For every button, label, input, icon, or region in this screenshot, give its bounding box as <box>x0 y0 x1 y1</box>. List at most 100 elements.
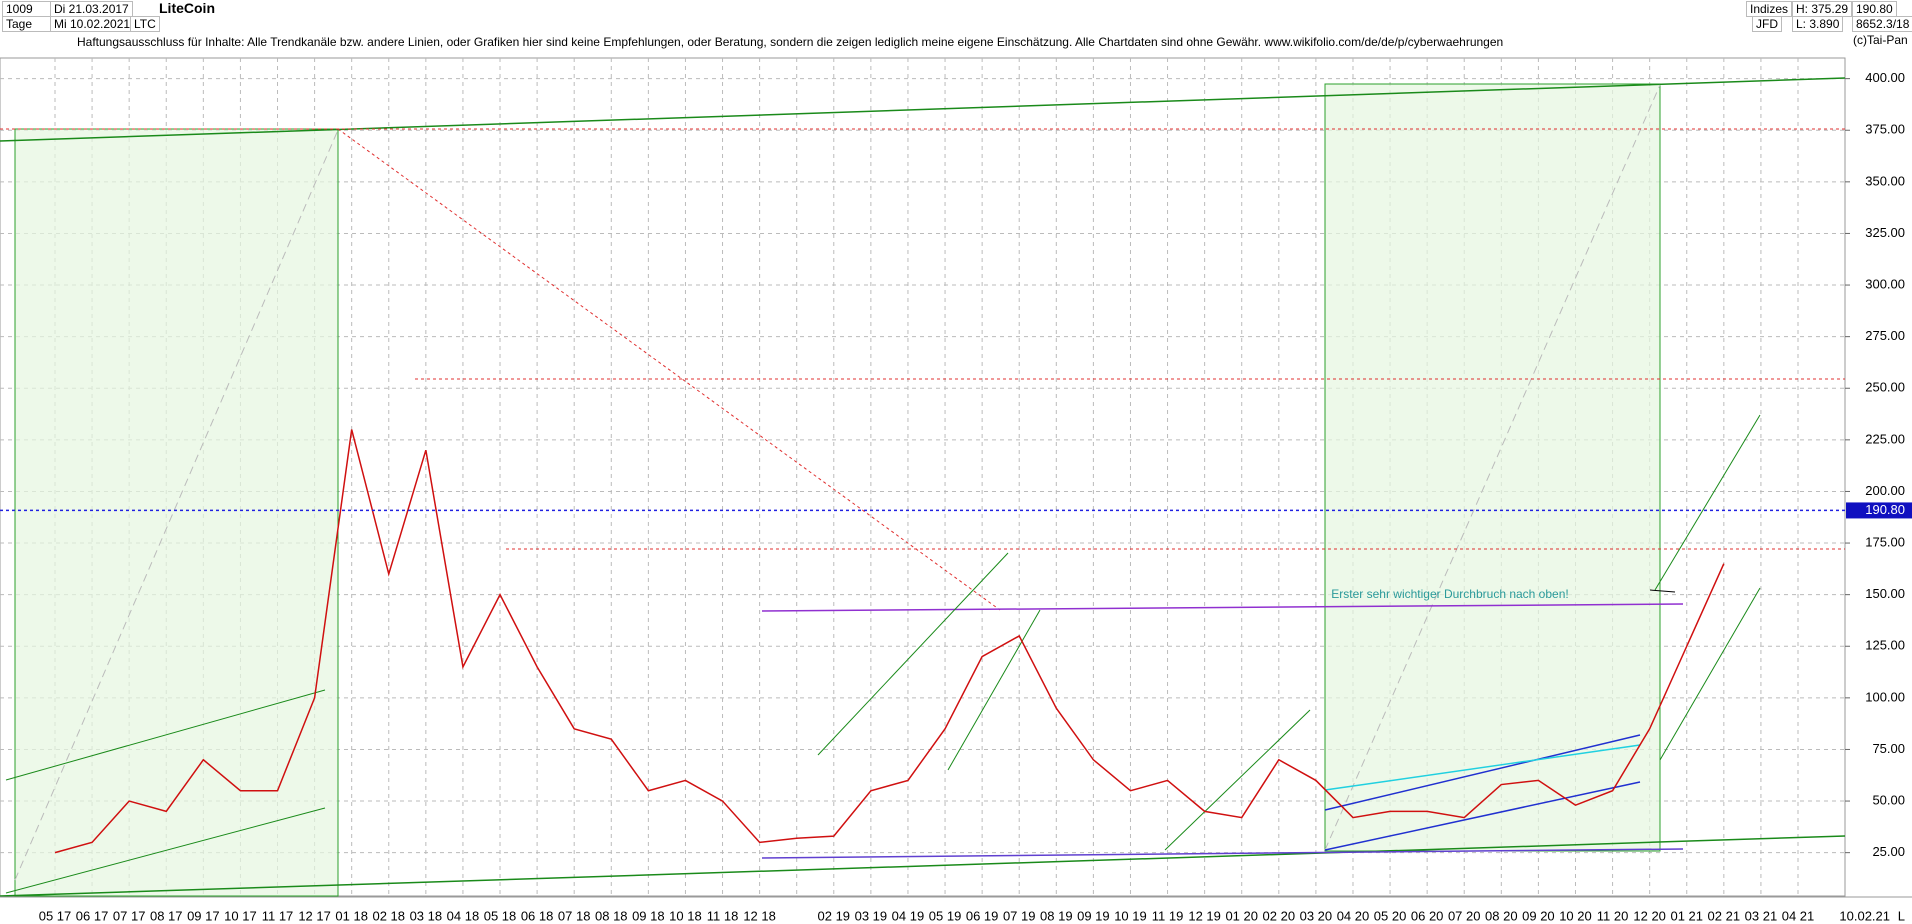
last-price-box <box>1846 502 1912 519</box>
y-tick-label: 400.00 <box>1865 70 1905 85</box>
x-tick-label: 10 17 <box>224 908 257 923</box>
x-tick-label: 06 19 <box>966 908 999 923</box>
disclaimer: Haftungsausschluss für Inhalte: Alle Tre… <box>74 35 1507 49</box>
x-tick-label: 08 20 <box>1485 908 1518 923</box>
price-line <box>54 429 1725 854</box>
x-tick-label: 03 21 <box>1745 908 1778 923</box>
y-tick-label: 125.00 <box>1865 638 1905 653</box>
symbol: LTC <box>130 16 160 32</box>
y-tick-label: 175.00 <box>1865 534 1905 549</box>
diagonal <box>1324 84 1661 851</box>
copyright: (c)Tai-Pan <box>1850 33 1911 47</box>
trendline <box>1324 734 1641 811</box>
y-tick-label: 225.00 <box>1865 431 1905 446</box>
y-tick-label: 200.00 <box>1865 483 1905 498</box>
x-tick-label: 08 19 <box>1040 908 1073 923</box>
trendline <box>1324 744 1641 791</box>
y-tick-label: 375.00 <box>1865 122 1905 137</box>
period[interactable]: Tage <box>2 16 52 32</box>
x-tick-label: 05 19 <box>929 908 962 923</box>
x-tick-label: 12 20 <box>1633 908 1666 923</box>
y-tick-label: 300.00 <box>1865 276 1905 291</box>
arrow <box>1649 589 1676 593</box>
y-tick-label: 100.00 <box>1865 689 1905 704</box>
last: 190.80 <box>1852 1 1897 17</box>
x-tick-label: 09 17 <box>187 908 220 923</box>
y-tick-label: 50.00 <box>1872 792 1905 807</box>
y-tick-label: 25.00 <box>1872 844 1905 859</box>
x-tick-label: 01 18 <box>335 908 368 923</box>
low: L: 3.890 <box>1792 16 1844 32</box>
x-tick-label: 07 19 <box>1003 908 1036 923</box>
trendline <box>1164 709 1311 851</box>
x-tick-label: 02 19 <box>818 908 851 923</box>
x-tick-label: 11 19 <box>1152 908 1184 923</box>
x-tick-label: 08 18 <box>595 908 628 923</box>
end-date: Mi 10.02.2021 <box>50 16 135 32</box>
x-tick-label: 04 19 <box>892 908 925 923</box>
x-tick-label: 11 18 <box>707 908 739 923</box>
y-tick-label: 275.00 <box>1865 328 1905 343</box>
instrument-name: LiteCoin <box>156 1 218 15</box>
y-tick-label: 350.00 <box>1865 173 1905 188</box>
x-tick-label: 03 19 <box>855 908 888 923</box>
x-tick-label: 12 18 <box>743 908 776 923</box>
trendline <box>817 552 1009 756</box>
high: H: 375.29 <box>1792 1 1853 17</box>
trendline <box>947 609 1041 771</box>
market: Indizes <box>1746 1 1793 17</box>
x-tick-label: 06 17 <box>76 908 109 923</box>
trendline <box>5 807 326 894</box>
x-tick-label: 05 18 <box>484 908 517 923</box>
x-tick-label: 09 19 <box>1077 908 1110 923</box>
x-tick-label: 12 19 <box>1188 908 1221 923</box>
trendline <box>337 128 1001 611</box>
count[interactable]: 1009 <box>2 1 52 17</box>
x-tick-label: 04 20 <box>1337 908 1370 923</box>
x-tick-label: 06 18 <box>521 908 554 923</box>
y-tick-label: 250.00 <box>1865 380 1905 395</box>
start-date: Di 21.03.2017 <box>50 1 133 17</box>
volume: 8652.3/18 <box>1852 16 1912 32</box>
x-tick-label: 05 17 <box>39 908 72 923</box>
x-tick-label: 08 17 <box>150 908 183 923</box>
trendline <box>5 689 326 781</box>
x-tick-label: 07 20 <box>1448 908 1481 923</box>
x-tick-label: 03 20 <box>1300 908 1333 923</box>
x-tick-label: 06 20 <box>1411 908 1444 923</box>
x-tick-label: 09 18 <box>632 908 665 923</box>
x-tick-label: 09 20 <box>1522 908 1555 923</box>
y-tick-label: 75.00 <box>1872 741 1905 756</box>
x-tick-label: 11 20 <box>1597 908 1629 923</box>
trendline <box>761 603 1684 612</box>
x-tick-label: 10 19 <box>1114 908 1147 923</box>
y-tick-label: 150.00 <box>1865 586 1905 601</box>
trendline <box>761 848 1684 859</box>
x-tick-label: 02 18 <box>372 908 405 923</box>
bottom-scale: L <box>1898 908 1905 923</box>
last-price-label: 190.80 <box>1865 502 1905 517</box>
x-tick-label: 05 20 <box>1374 908 1407 923</box>
trendline <box>1324 781 1641 851</box>
x-tick-label: 02 21 <box>1708 908 1741 923</box>
series-layer <box>54 429 1725 854</box>
y-tick-label: 325.00 <box>1865 225 1905 240</box>
x-tick-label: 10 18 <box>669 908 702 923</box>
drawings <box>0 77 1846 897</box>
x-tick-label: 04 18 <box>447 908 480 923</box>
x-tick-label: 12 17 <box>298 908 331 923</box>
trendline <box>0 77 1846 142</box>
trendline <box>1659 587 1761 761</box>
diagonal <box>14 129 339 881</box>
x-tick-label: 04 21 <box>1782 908 1815 923</box>
trendline <box>0 835 1846 897</box>
trendline <box>1654 414 1761 591</box>
x-tick-label: 07 18 <box>558 908 591 923</box>
x-tick-label: 01 20 <box>1225 908 1258 923</box>
x-tick-label: 07 17 <box>113 908 146 923</box>
fib-box <box>14 128 339 897</box>
bottom-date: 10.02.21 <box>1839 908 1890 923</box>
x-tick-label: 11 17 <box>262 908 294 923</box>
